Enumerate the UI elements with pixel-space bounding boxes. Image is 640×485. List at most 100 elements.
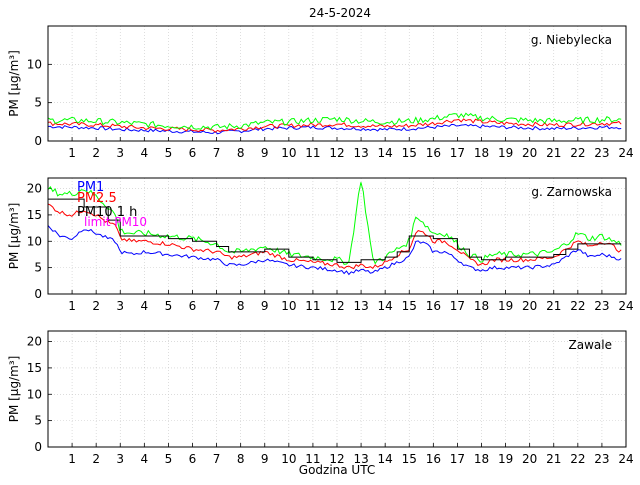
x-tick-label: 20 xyxy=(522,299,537,313)
y-tick-label: 5 xyxy=(34,414,42,428)
x-tick-label: 2 xyxy=(92,452,100,466)
y-tick-label: 10 xyxy=(27,57,42,71)
x-tick-label: 24 xyxy=(618,299,633,313)
x-tick-label: 4 xyxy=(141,452,149,466)
x-tick-label: 22 xyxy=(570,452,585,466)
plot-frame xyxy=(47,177,627,295)
x-tick-label: 11 xyxy=(305,452,320,466)
series-pm1-line xyxy=(47,225,622,276)
panel-3: 1 2 3 4 5 6 7 8 9 10 11 12 13 14 15 16 17 18 19 20 21 22 23 240… xyxy=(7,330,634,466)
x-tick-label: 11 xyxy=(305,299,320,313)
panel-1: 1 2 3 4 5 6 7 8 9 10 11 12 13 14 15 16 17 18 19 20 21 22 23 240… xyxy=(7,25,634,160)
x-tick-label: 7 xyxy=(213,299,221,313)
x-tick-label: 15 xyxy=(402,299,417,313)
x-tick-label: 10 xyxy=(281,299,296,313)
x-tick-label: 20 xyxy=(522,452,537,466)
x-tick-label: 18 xyxy=(474,452,489,466)
y-tick-label: 20 xyxy=(27,335,42,349)
y-tick-label: 5 xyxy=(34,261,42,275)
x-tick-label: 13 xyxy=(353,146,368,160)
plot-frame xyxy=(47,330,627,448)
x-tick-label: 14 xyxy=(378,452,393,466)
x-tick-label: 4 xyxy=(141,146,149,160)
x-tick-label: 5 xyxy=(165,452,173,466)
x-tick-label: 18 xyxy=(474,146,489,160)
x-tick-label: 10 xyxy=(281,146,296,160)
x-tick-label: 14 xyxy=(378,146,393,160)
x-tick-label: 14 xyxy=(378,299,393,313)
series-pm25-line xyxy=(47,118,622,133)
x-tick-label: 7 xyxy=(213,452,221,466)
x-tick-label: 13 xyxy=(353,452,368,466)
x-tick-label: 17 xyxy=(450,146,465,160)
x-axis-title: Godzina UTC xyxy=(299,463,375,477)
y-axis-title: PM [µg/m³] xyxy=(7,50,21,117)
y-tick-label: 15 xyxy=(27,208,42,222)
x-tick-label: 15 xyxy=(402,452,417,466)
x-tick-label: 1 xyxy=(68,452,76,466)
x-tick-label: 5 xyxy=(165,146,173,160)
station-label: Zawale xyxy=(569,338,612,352)
x-tick-label: 21 xyxy=(546,299,561,313)
y-tick-label: 10 xyxy=(27,234,42,248)
x-tick-label: 2 xyxy=(92,146,100,160)
x-tick-label: 22 xyxy=(570,299,585,313)
x-tick-label: 19 xyxy=(498,299,513,313)
y-tick-label: 15 xyxy=(27,361,42,375)
y-tick-label: 20 xyxy=(27,182,42,196)
x-tick-label: 16 xyxy=(426,299,441,313)
legend-entry: PM2.5 xyxy=(77,191,117,206)
x-tick-label: 19 xyxy=(498,146,513,160)
x-tick-label: 22 xyxy=(570,146,585,160)
panel-2: 1 2 3 4 5 6 7 8 9 10 11 12 13 14 15 16 17 18 19 20 21 22 23 240… xyxy=(7,177,634,313)
panels-group: 1 2 3 4 5 6 7 8 9 10 11 12 13 14 15 16 17 18 19 20 21 22 23 240… xyxy=(7,25,634,466)
y-tick-label: 0 xyxy=(34,440,42,454)
station-label: g. Niebylecka xyxy=(531,33,612,47)
x-tick-label: 15 xyxy=(402,146,417,160)
y-tick-label: 0 xyxy=(34,287,42,301)
x-tick-label: 12 xyxy=(329,146,344,160)
x-tick-label: 8 xyxy=(237,452,245,466)
x-tick-label: 5 xyxy=(165,299,173,313)
x-tick-label: 4 xyxy=(141,299,149,313)
plot-frame xyxy=(47,25,627,142)
y-axis-title: PM [µg/m³] xyxy=(7,203,21,270)
x-tick-label: 8 xyxy=(237,299,245,313)
x-tick-label: 9 xyxy=(261,299,269,313)
legend-entry: PM10 1 h xyxy=(77,205,137,220)
x-tick-label: 6 xyxy=(189,146,197,160)
station-label: g. Zarnowska xyxy=(531,185,612,199)
x-tick-label: 12 xyxy=(329,299,344,313)
x-tick-label: 9 xyxy=(261,146,269,160)
series-pm1-line xyxy=(47,123,622,135)
y-tick-label: 0 xyxy=(34,134,42,148)
x-tick-label: 1 xyxy=(68,299,76,313)
x-tick-label: 21 xyxy=(546,146,561,160)
y-tick-label: 5 xyxy=(34,96,42,110)
x-tick-label: 11 xyxy=(305,146,320,160)
x-tick-label: 18 xyxy=(474,299,489,313)
series-pm25-line xyxy=(47,203,622,270)
x-tick-label: 17 xyxy=(450,452,465,466)
x-tick-label: 20 xyxy=(522,146,537,160)
x-tick-label: 3 xyxy=(116,146,124,160)
x-tick-label: 6 xyxy=(189,452,197,466)
series-pm10-line xyxy=(47,112,622,131)
x-tick-label: 10 xyxy=(281,452,296,466)
x-tick-label: 12 xyxy=(329,452,344,466)
x-tick-label: 23 xyxy=(594,146,609,160)
x-tick-label: 19 xyxy=(498,452,513,466)
x-tick-label: 23 xyxy=(594,299,609,313)
x-tick-label: 24 xyxy=(618,146,633,160)
y-axis-title: PM [µg/m³] xyxy=(7,356,21,423)
chart-title: 24-5-2024 xyxy=(309,6,371,20)
legend-entry: limit PM10 xyxy=(84,215,147,229)
x-tick-label: 21 xyxy=(546,452,561,466)
x-tick-label: 16 xyxy=(426,452,441,466)
legend-entry: PM1 xyxy=(77,180,104,195)
x-tick-label: 24 xyxy=(618,452,633,466)
x-tick-label: 6 xyxy=(189,299,197,313)
x-tick-label: 1 xyxy=(68,146,76,160)
series-pm10-line xyxy=(47,182,622,265)
